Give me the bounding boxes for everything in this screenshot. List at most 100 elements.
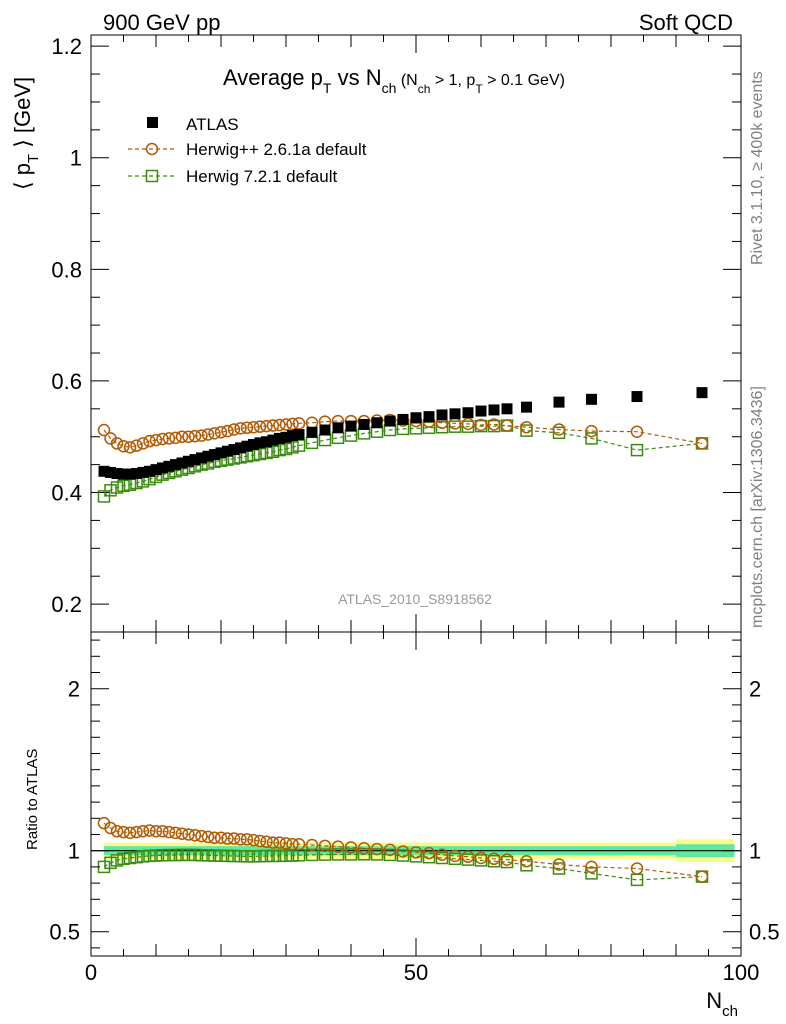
data-point [266,445,280,459]
data-point [124,468,136,480]
data-point [370,842,384,856]
data-point [235,442,246,454]
main-y-tick-label: 0.4 [51,481,82,506]
data-point [222,445,233,457]
data-point [449,408,461,420]
ratio-frame [90,631,742,957]
data-point [422,850,436,864]
data-point [202,450,214,462]
data-point [318,433,332,447]
data-point [435,848,449,861]
data-point [279,442,293,456]
data-point [630,443,644,457]
data-point [247,850,260,863]
data-point [293,428,305,440]
data-point [240,833,254,846]
data-point [196,452,207,464]
data-point [150,464,162,476]
data-point [111,468,123,480]
data-point [234,849,247,863]
data-point [331,431,345,445]
legend-label-herwigpp: Herwig++ 2.6.1a default [186,140,367,159]
data-point [280,431,292,443]
legend-label-atlas: ATLAS [186,115,239,134]
data-point [123,441,137,454]
data-point [162,848,176,862]
data-point [247,420,260,434]
data-point [273,836,286,849]
data-point [273,443,286,457]
data-point [130,850,143,864]
data-point [318,848,332,861]
ratio-y-tick-label-right: 1 [749,839,761,864]
data-point [156,848,169,862]
data-point [501,403,513,415]
data-point [221,849,234,863]
data-point [209,449,220,461]
data-point [279,849,293,862]
data-point [345,420,357,432]
data-point [163,460,175,472]
data-point [586,393,597,405]
data-point [130,825,143,839]
header-left: 900 GeV pp [103,10,220,35]
data-point [254,437,266,449]
data-point [221,832,234,845]
data-point [195,848,208,862]
data-point [287,430,298,442]
series-line [103,853,703,881]
data-point [332,422,344,434]
data-point [371,417,383,429]
y-axis-label: ⟨ pT ⟩ [GeV] [10,77,42,190]
main-y-tick-label: 0.2 [51,592,82,617]
data-point [105,466,116,478]
data-point [195,829,208,843]
data-point [136,825,150,838]
data-point [521,401,532,413]
data-point [357,848,371,861]
data-point [695,870,709,883]
ratio-panel: 0.5 0.5 1 1 2 2 0 50 100 Ratio to ATLAS Nch [24,631,780,1020]
data-point [273,849,286,863]
data-point [279,837,293,850]
data-point [188,829,202,842]
data-point [170,459,181,471]
data-point [227,423,241,436]
data-point [552,858,566,871]
data-point [123,851,137,865]
data-point [228,444,240,456]
data-point [344,848,358,861]
data-point [585,860,598,874]
data-point [227,849,241,863]
data-point [286,441,299,454]
data-point [292,417,306,430]
series-line [103,822,703,878]
data-point [266,836,280,849]
data-point [182,828,195,841]
data-point [240,850,254,863]
data-point [183,455,194,467]
data-point [253,834,267,848]
data-point [585,424,598,438]
data-point [149,825,163,838]
data-point [409,850,423,863]
main-y-tick-label: 1.2 [51,34,82,59]
data-point [461,417,475,431]
data-point [201,849,215,862]
data-point [260,835,273,849]
data-point [156,432,169,446]
data-point [422,846,436,860]
data-point [274,432,285,444]
data-point [319,424,331,436]
data-point [117,852,130,866]
data-point [188,429,202,443]
data-point [305,848,319,862]
data-point [175,827,189,840]
data-point [97,423,111,437]
data-point [214,849,228,862]
data-point [552,862,566,875]
data-point [500,853,514,866]
data-point [286,837,299,851]
data-point [520,854,533,868]
data-point [175,430,189,443]
